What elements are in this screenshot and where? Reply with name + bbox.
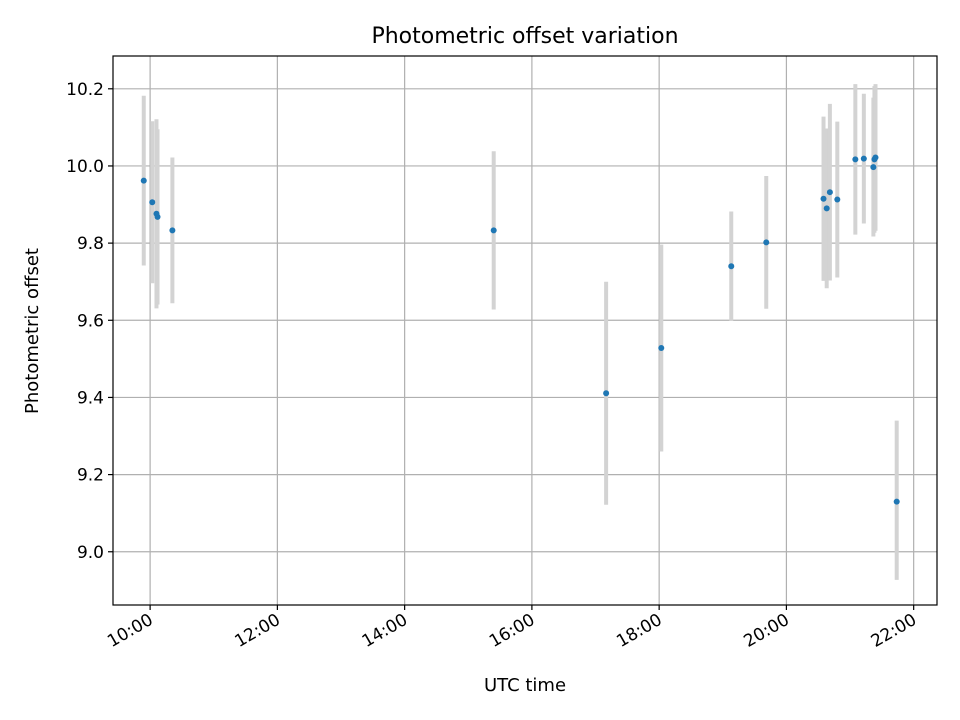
data-point xyxy=(149,199,156,206)
y-tick-label: 9.8 xyxy=(77,234,104,254)
data-point xyxy=(728,263,735,270)
y-tick-label: 10.2 xyxy=(66,80,104,100)
data-point xyxy=(658,345,665,352)
point-layer xyxy=(140,154,900,505)
data-point xyxy=(860,155,867,162)
plot-frame xyxy=(112,55,938,606)
x-axis-label: UTC time xyxy=(484,675,566,696)
data-point xyxy=(823,205,830,212)
grid-layer xyxy=(113,56,937,605)
data-point xyxy=(872,154,879,161)
data-point xyxy=(870,164,877,171)
y-tick-label: 10.0 xyxy=(66,157,104,177)
y-tick-label: 9.6 xyxy=(77,311,104,331)
y-tick-label: 9.2 xyxy=(77,466,104,486)
data-point xyxy=(893,498,900,505)
y-tick-label: 9.0 xyxy=(77,543,104,563)
data-point xyxy=(834,196,841,203)
y-tick-label: 9.4 xyxy=(77,388,104,408)
chart-title: Photometric offset variation xyxy=(371,24,678,49)
data-point xyxy=(140,177,147,184)
data-point xyxy=(490,227,497,234)
data-point xyxy=(603,390,610,397)
data-point xyxy=(826,189,833,196)
data-point xyxy=(852,156,859,163)
y-axis-label: Photometric offset xyxy=(22,248,43,414)
data-point xyxy=(154,213,161,220)
data-point xyxy=(763,239,770,246)
data-point xyxy=(820,195,827,202)
data-point xyxy=(169,227,176,234)
